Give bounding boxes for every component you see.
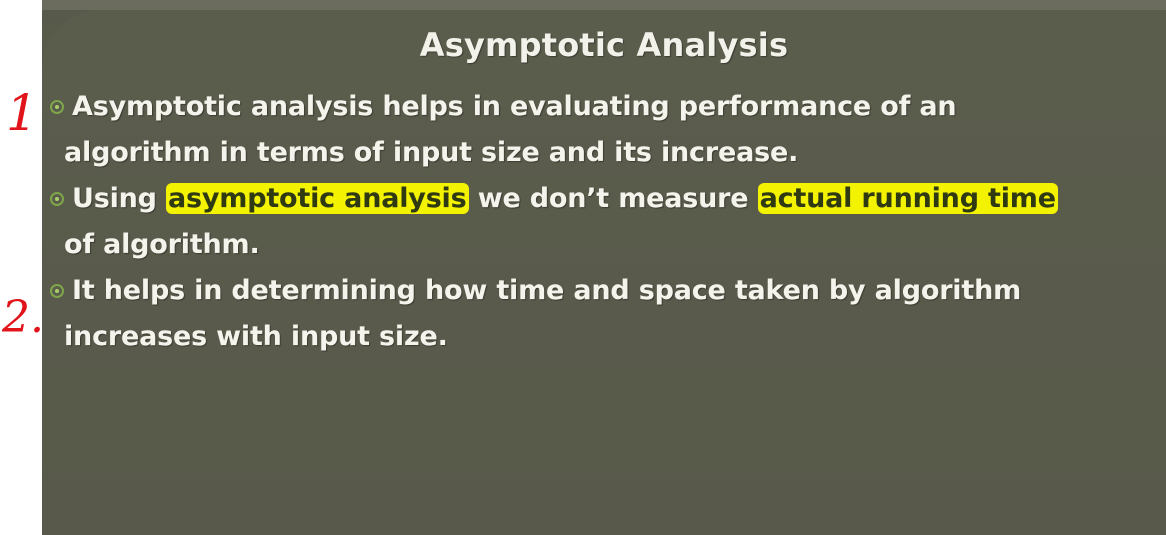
- bullet-item: Using asymptotic analysis we don’t measu…: [50, 176, 1160, 268]
- slide-content-area: [42, 10, 1166, 535]
- bullet-text-continuation: increases with input size.: [64, 321, 448, 352]
- bullet-icon: [50, 100, 64, 114]
- handwritten-annotation-2: 2.: [2, 292, 44, 343]
- bullet-text: Using: [72, 183, 166, 214]
- slide-panel: Asymptotic Analysis Asymptotic analysis …: [42, 0, 1166, 535]
- bullet-text: Asymptotic analysis helps in evaluating …: [72, 91, 957, 122]
- bullet-text: It helps in determining how time and spa…: [72, 275, 1022, 306]
- bullet-list: Asymptotic analysis helps in evaluating …: [50, 84, 1160, 360]
- highlighted-text: asymptotic analysis: [166, 183, 469, 214]
- bullet-text: we don’t measure: [468, 183, 758, 214]
- bullet-icon: [50, 284, 64, 298]
- bullet-text-continuation: of algorithm.: [64, 229, 260, 260]
- bullet-icon: [50, 192, 64, 206]
- bullet-item: It helps in determining how time and spa…: [50, 268, 1160, 360]
- bullet-text-continuation: algorithm in terms of input size and its…: [64, 137, 799, 168]
- bullet-item: Asymptotic analysis helps in evaluating …: [50, 84, 1160, 176]
- highlighted-text: actual running time: [757, 183, 1058, 214]
- slide-top-strip: [42, 0, 1166, 10]
- slide-title: Asymptotic Analysis: [419, 26, 789, 64]
